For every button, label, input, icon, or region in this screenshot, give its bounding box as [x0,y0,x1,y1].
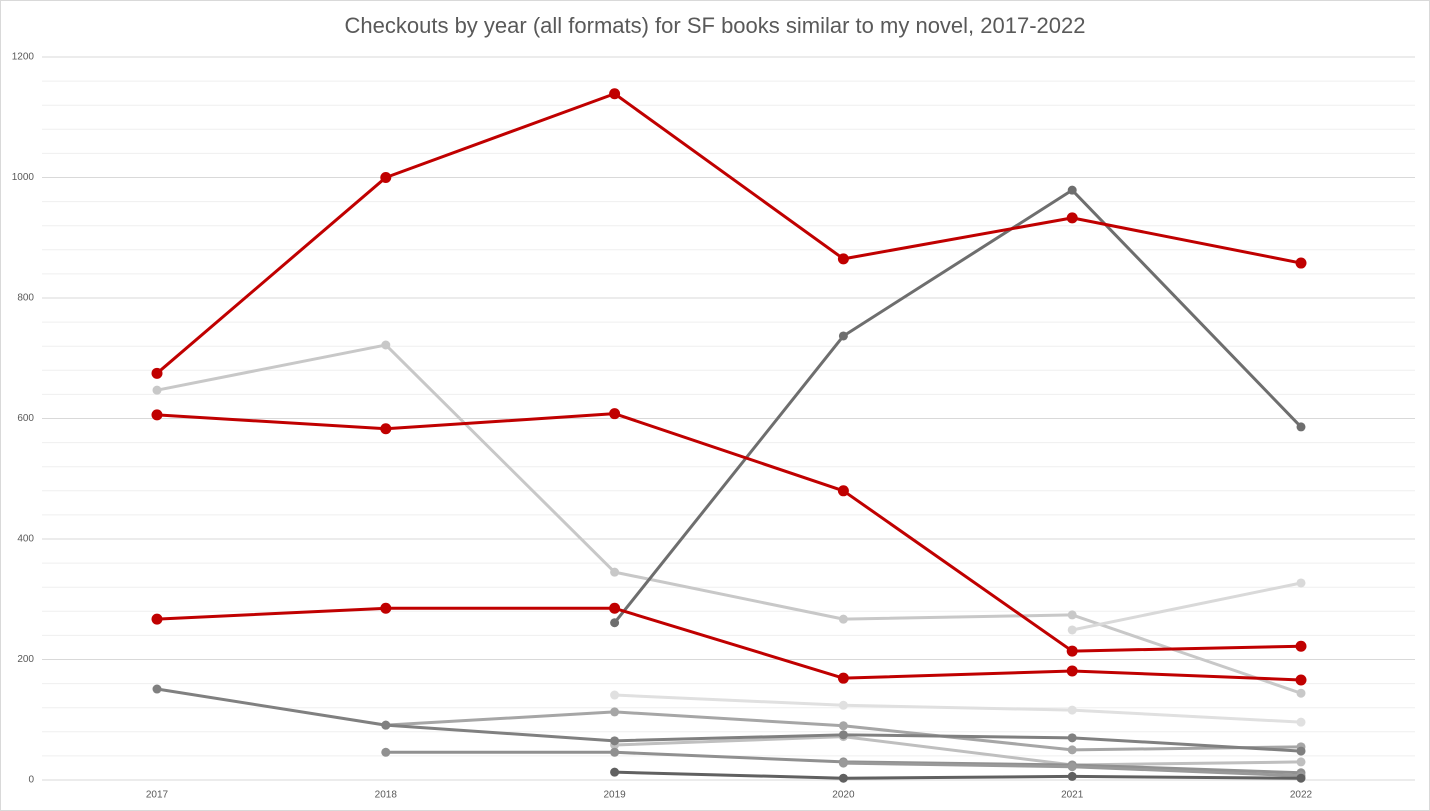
series-line [156,687,1302,753]
data-point [1296,757,1306,767]
data-point [1296,578,1306,588]
series-line [156,412,1302,653]
x-tick-label: 2020 [832,790,855,801]
x-tick-label: 2021 [1061,790,1084,801]
series-line [1071,581,1302,632]
data-point [1067,705,1077,715]
data-point [1067,625,1077,635]
data-point [1067,185,1077,195]
data-point [152,385,162,395]
data-point [380,602,392,614]
data-point [610,567,620,577]
x-tick-label: 2022 [1290,790,1313,801]
series-line [156,606,1302,682]
data-point [837,672,849,684]
data-point [838,773,848,783]
series-line [156,343,1302,695]
data-point [1296,422,1306,432]
data-point [838,730,848,740]
data-point [1296,746,1306,756]
data-point [151,613,163,625]
data-point [381,340,391,350]
y-tick-label: 200 [17,654,34,665]
data-point [610,707,620,717]
data-point [609,88,621,100]
data-point [837,253,849,265]
x-tick-label: 2019 [603,790,626,801]
y-tick-label: 0 [28,775,34,786]
data-point [1295,674,1307,686]
data-point [152,684,162,694]
data-point [610,618,620,628]
y-tick-label: 1200 [12,52,35,63]
data-point [1067,762,1077,772]
y-tick-label: 800 [17,293,34,304]
data-point [610,690,620,700]
data-point [609,602,621,614]
data-point [381,720,391,730]
data-point [151,367,163,379]
data-point [838,721,848,731]
chart-title: Checkouts by year (all formats) for SF b… [345,13,1086,38]
data-point [1296,717,1306,727]
series-line [613,188,1303,624]
x-tick-label: 2017 [146,790,169,801]
data-point [1296,773,1306,783]
data-point [1295,640,1307,652]
y-tick-label: 400 [17,534,34,545]
data-point [610,747,620,757]
x-tick-label: 2018 [375,790,398,801]
series-line [156,92,1302,375]
data-point [1067,771,1077,781]
data-point [1066,665,1078,677]
series-line [614,693,1302,724]
data-point [1296,688,1306,698]
data-point [1066,212,1078,224]
data-point [1067,610,1077,620]
y-tick-label: 600 [17,413,34,424]
data-point [610,736,620,746]
data-point [837,485,849,497]
data-point [1067,733,1077,743]
data-point [838,700,848,710]
data-point [381,747,391,757]
data-point [1067,745,1077,755]
data-point [838,614,848,624]
data-point [151,409,163,421]
series-line [614,735,1302,767]
data-point [380,172,392,183]
data-point [1295,257,1307,269]
data-point [610,767,620,777]
data-point [838,331,848,341]
data-point [380,423,392,435]
data-point [1066,645,1078,657]
series-line [614,770,1302,780]
y-tick-label: 1000 [12,172,35,183]
data-point [838,758,848,768]
data-point [609,408,621,420]
